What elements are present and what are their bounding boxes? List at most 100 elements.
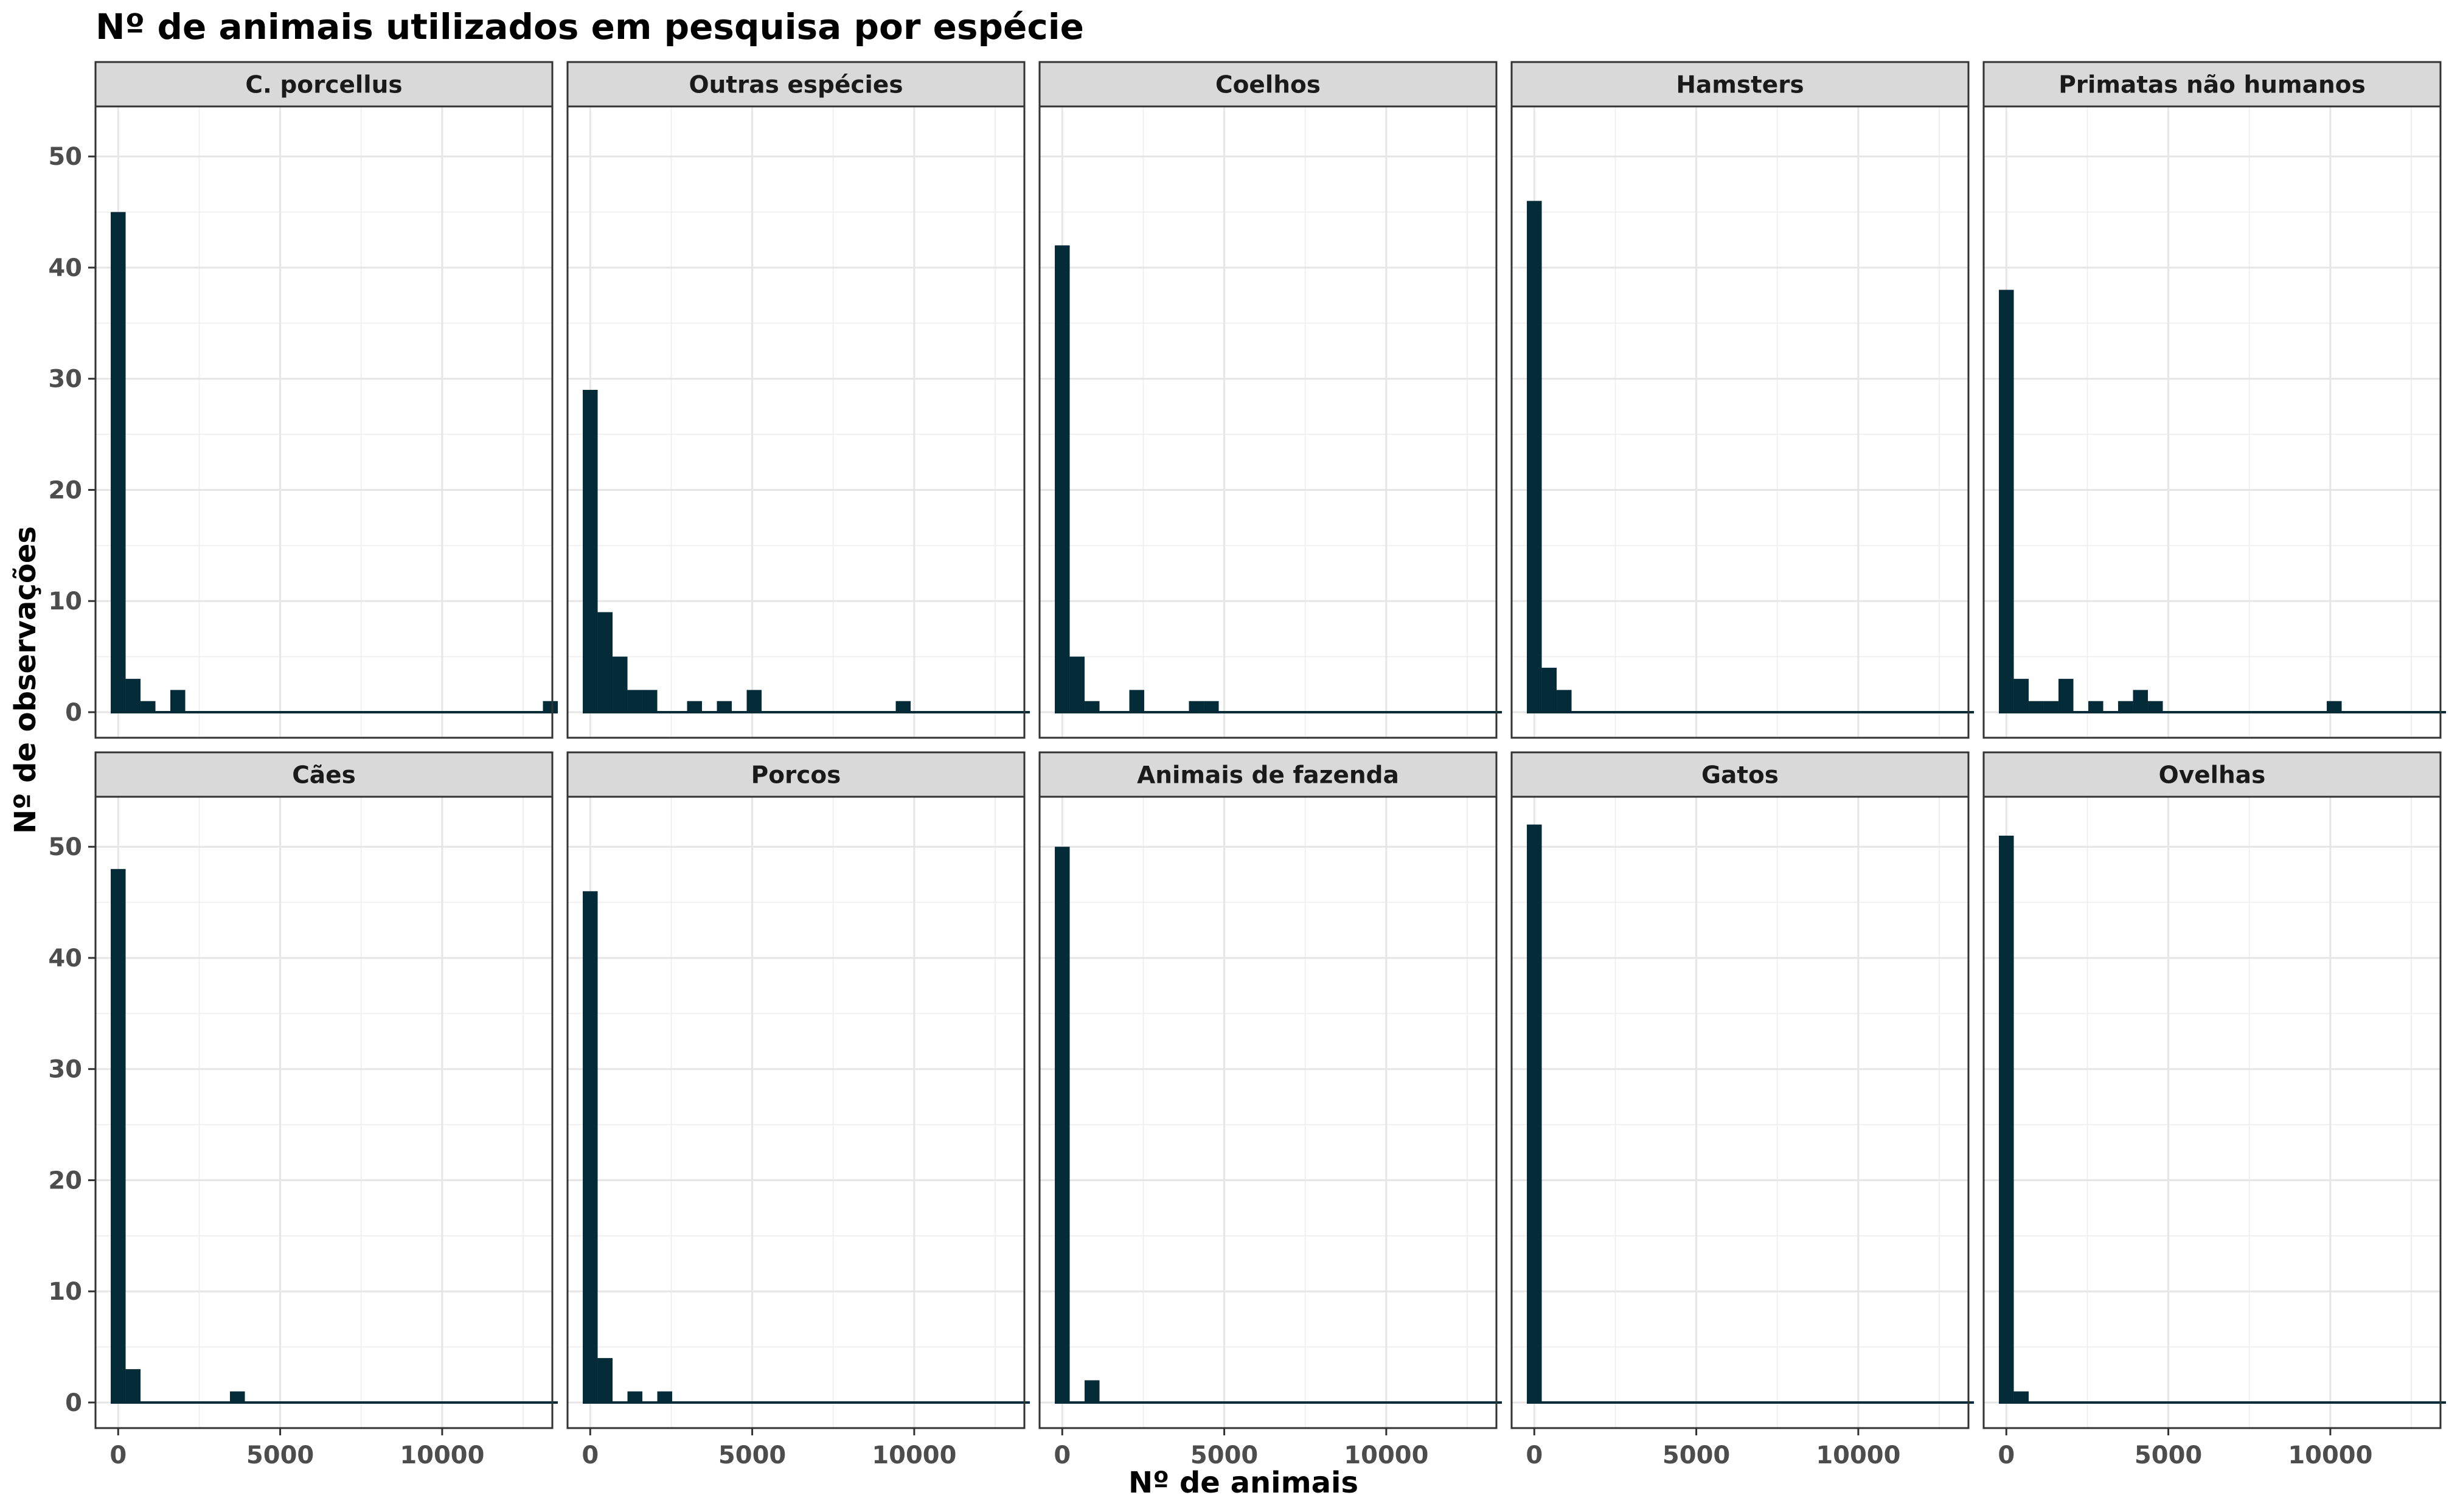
x-axis-tick-label: 5000: [2135, 1441, 2202, 1469]
histogram-bar: [642, 690, 658, 712]
histogram-bar: [1055, 245, 1070, 712]
histogram-bar: [2013, 1391, 2029, 1403]
x-axis-title: Nº de animais: [1128, 1466, 1358, 1500]
histogram-bar: [1204, 701, 1219, 712]
histogram-bar: [111, 212, 126, 712]
facet-strip: [94, 751, 554, 798]
facet-panel: Primatas não humanos: [1982, 61, 2447, 739]
facet-strip: [1982, 751, 2442, 798]
histogram-bar: [583, 390, 598, 712]
histogram-bar: [230, 1391, 245, 1403]
facet-panel: Ovelhas 0 5000 10000: [1982, 751, 2447, 1469]
facet-strip: [1038, 751, 1498, 798]
x-axis-tick-label: 10000: [1344, 1441, 1428, 1469]
facet-strip-label: Cães: [292, 762, 356, 789]
histogram-bar: [141, 701, 156, 712]
y-axis-tick-label: 50: [48, 833, 82, 861]
histogram-bar: [1557, 690, 1572, 712]
x-axis-tick-label: 10000: [1816, 1441, 1900, 1469]
x-axis-tick-label: 0: [1054, 1441, 1071, 1469]
histogram-bar: [627, 690, 643, 712]
facet-strip: [94, 61, 554, 108]
facet-panel: C. porcellus 0 10 20 30 40 50: [48, 61, 558, 739]
y-axis-tick-label: 40: [48, 945, 82, 973]
facet-panel: Hamsters: [1510, 61, 1975, 739]
x-axis-tick-label: 0: [1998, 1441, 2015, 1469]
histogram-bar: [895, 701, 911, 712]
facet-strip: [566, 61, 1026, 108]
facet-strip-label: Ovelhas: [2159, 762, 2266, 789]
facet-strip-label: Hamsters: [1676, 72, 1804, 99]
histogram-bar: [746, 690, 762, 712]
histogram-bar: [2058, 679, 2074, 712]
histogram-bar: [1085, 1380, 1100, 1403]
histogram-bar: [1055, 847, 1070, 1403]
y-axis-tick-label: 40: [48, 254, 82, 282]
facet-panel: Outras espécies: [566, 61, 1030, 739]
y-axis-tick-label: 10: [48, 588, 82, 616]
histogram-bar: [597, 612, 613, 712]
panel-background: [568, 106, 1024, 738]
histogram-bar: [2133, 690, 2149, 712]
facet-panels: C. porcellus 0 10 20 30 40 50 Outras espécies Co…: [48, 61, 2447, 1469]
histogram-bar: [717, 701, 732, 712]
facet-panel: Porcos 0 5000 10000: [566, 751, 1030, 1469]
facet-strip: [566, 751, 1026, 798]
facet-panel: Gatos 0 5000 10000: [1510, 751, 1975, 1469]
facet-strip-label: Coelhos: [1215, 72, 1321, 99]
facet-strip-label: Animais de fazenda: [1137, 762, 1399, 789]
panel-background: [1040, 797, 1496, 1428]
histogram-bar: [2013, 679, 2029, 712]
y-axis-tick-label: 30: [48, 1056, 82, 1084]
histogram-bar: [597, 1358, 613, 1403]
facet-strip-label: Primatas não humanos: [2058, 72, 2366, 99]
panel-background: [1512, 797, 1968, 1428]
x-axis-tick-label: 5000: [1662, 1441, 1730, 1469]
y-axis-tick-label: 30: [48, 366, 82, 394]
histogram-bar: [1129, 690, 1145, 712]
histogram-bar: [1541, 667, 1557, 712]
panel-background: [1984, 797, 2440, 1428]
histogram-bar: [170, 690, 186, 712]
histogram-bar: [1527, 201, 1542, 712]
histogram-bar: [543, 701, 558, 712]
facet-strip-label: C. porcellus: [245, 72, 402, 99]
facet-strip-label: Outras espécies: [689, 72, 903, 99]
x-axis-tick-label: 10000: [2288, 1441, 2372, 1469]
histogram-bar: [2029, 701, 2044, 712]
histogram-bar: [1069, 656, 1085, 712]
y-axis-title: Nº de observações: [9, 526, 43, 834]
histogram-bar: [657, 1391, 673, 1403]
y-axis-tick-label: 20: [48, 476, 82, 504]
panel-background: [96, 106, 552, 738]
histogram-bar: [111, 869, 126, 1403]
histogram-bar: [583, 891, 598, 1403]
facet-panel: Animais de fazenda 0 5000 10000: [1038, 751, 1502, 1469]
histogram-bar: [2043, 701, 2059, 712]
x-axis-tick-label: 0: [109, 1441, 127, 1469]
x-axis-tick-label: 5000: [1190, 1441, 1258, 1469]
histogram-bar: [125, 679, 141, 712]
histogram-bar: [125, 1369, 141, 1403]
x-axis-tick-label: 5000: [246, 1441, 314, 1469]
panel-background: [1040, 106, 1496, 738]
histogram-bar: [1999, 290, 2014, 712]
facet-strip-label: Gatos: [1701, 762, 1779, 789]
histogram-bar: [2118, 701, 2133, 712]
histogram-bar: [1085, 701, 1100, 712]
facet-panel: Cães 0 10 20 30 40 50 0 5000 10000: [48, 751, 558, 1469]
histogram-bar: [1527, 824, 1542, 1403]
facet-strip: [1982, 61, 2442, 108]
x-axis-tick-label: 5000: [718, 1441, 786, 1469]
histogram-bar: [627, 1391, 643, 1403]
facet-strip: [1510, 61, 1970, 108]
panel-background: [1984, 106, 2440, 738]
panel-background: [568, 797, 1024, 1428]
y-axis-tick-label: 0: [65, 1389, 82, 1417]
panel-background: [96, 797, 552, 1428]
histogram-bar: [2148, 701, 2163, 712]
facet-strip: [1510, 751, 1970, 798]
facet-strip-label: Porcos: [751, 762, 841, 789]
histogram-bar: [2088, 701, 2103, 712]
